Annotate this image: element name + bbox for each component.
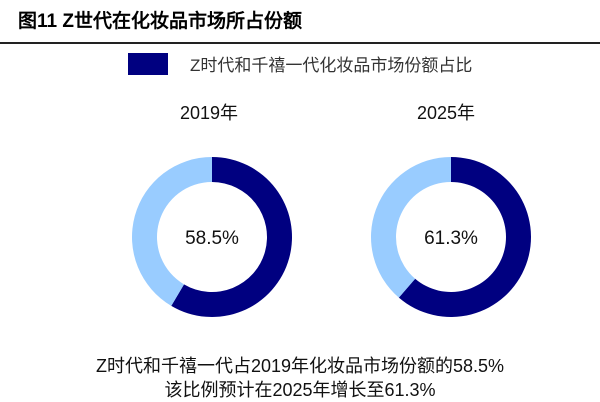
- share-slice-2025年: [398, 157, 531, 318]
- figure-title: 图11 Z世代在化妆品市场所占份额: [18, 11, 302, 32]
- legend: Z时代和千禧一代化妆品市场份额占比: [128, 51, 472, 76]
- rest-slice-2025年: [371, 157, 451, 298]
- legend-label: Z时代和千禧一代化妆品市场份额占比: [190, 56, 473, 75]
- chart-title-2025: 2025年: [417, 103, 476, 123]
- rest-slice-2019年: [131, 157, 212, 306]
- chart-title-2019: 2019年: [180, 103, 239, 123]
- note-line-1: Z时代和千禧一代占2019年化妆品市场份额的58.5%: [95, 356, 505, 376]
- title-divider: [0, 42, 600, 44]
- data-label: 58.5%: [185, 228, 239, 249]
- data-label: 61.3%: [424, 228, 478, 249]
- share-slice-2019年: [171, 157, 292, 317]
- note-line-2: 该比例预计在2025年增长至61.3%: [164, 380, 436, 400]
- legend-swatch: [128, 52, 168, 75]
